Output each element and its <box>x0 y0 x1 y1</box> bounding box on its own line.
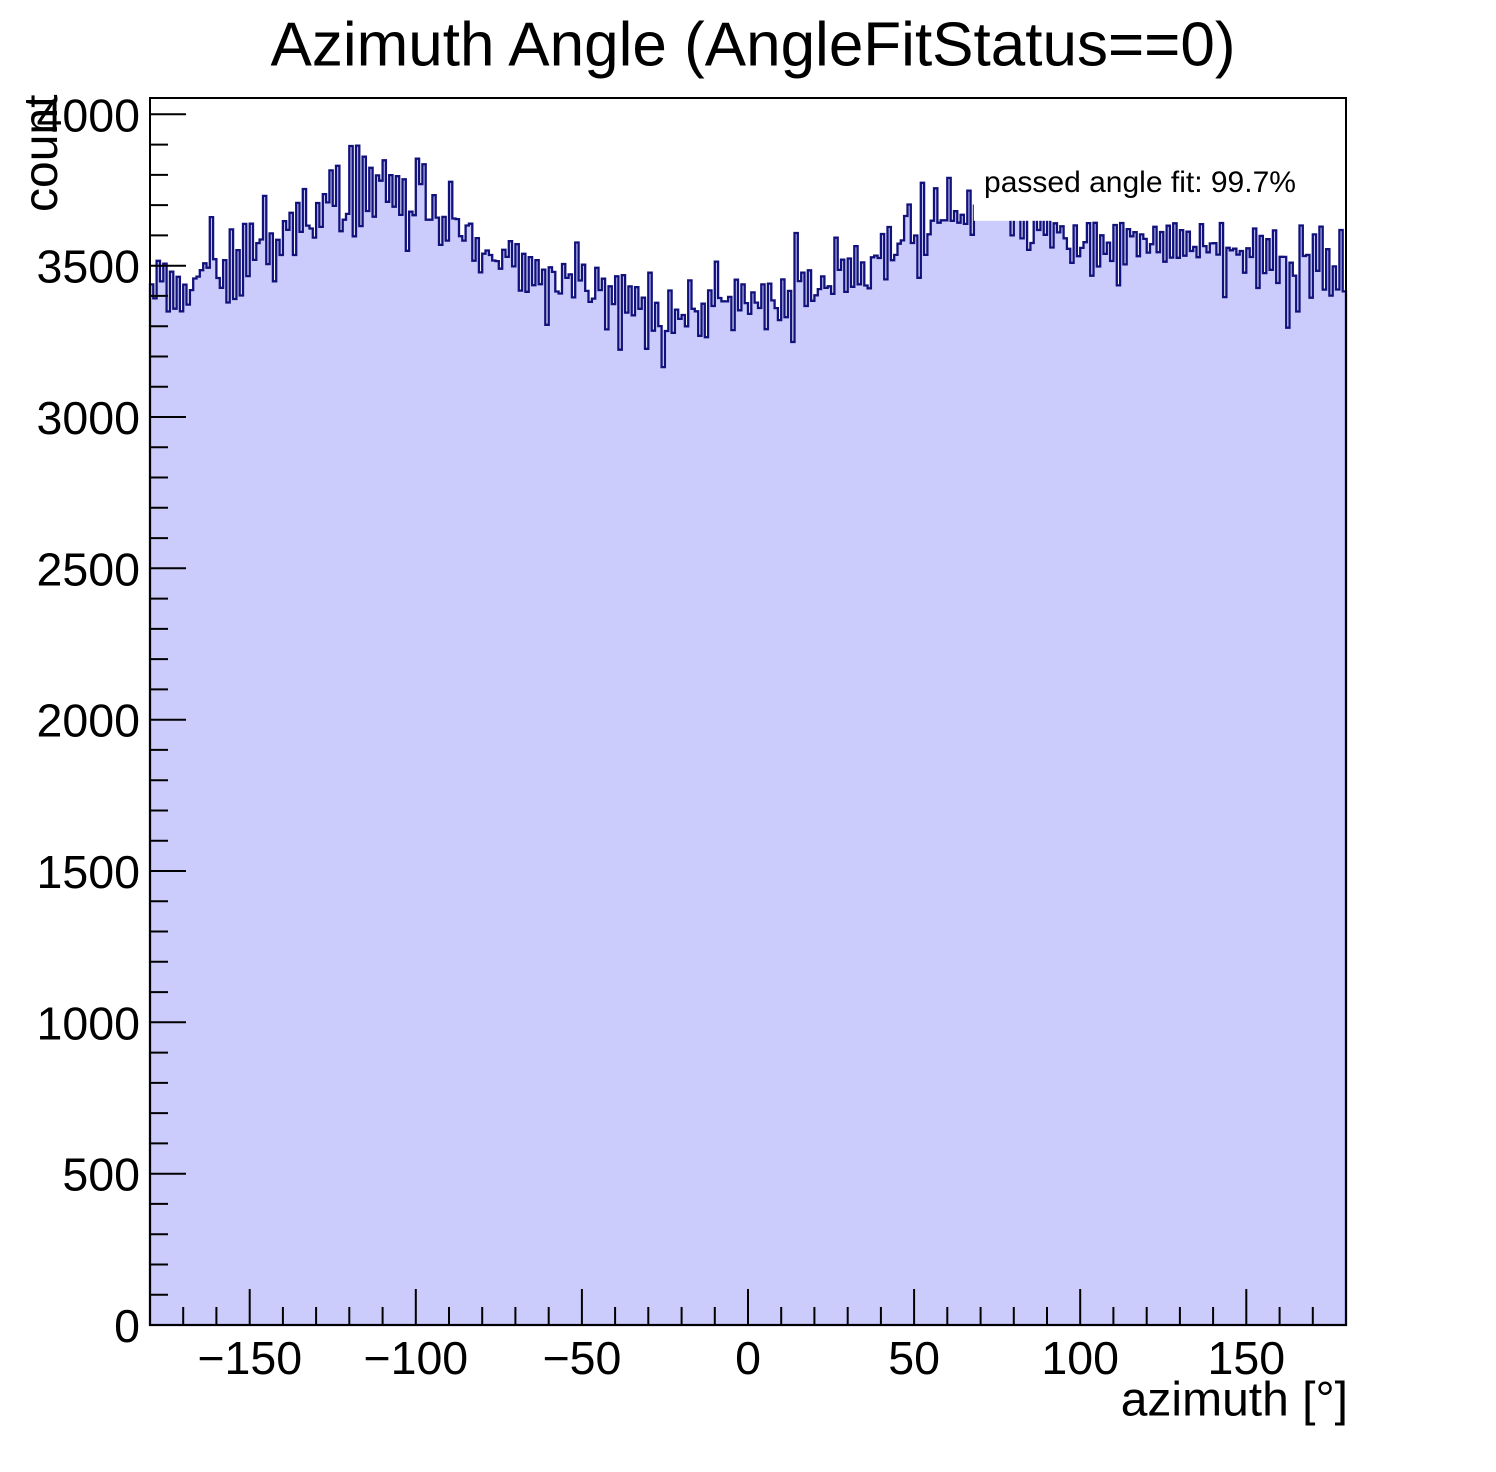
svg-text:50: 50 <box>888 1332 940 1384</box>
svg-text:count: count <box>15 95 68 212</box>
svg-text:2000: 2000 <box>37 695 140 747</box>
svg-text:azimuth [°]: azimuth [°] <box>1121 1374 1348 1427</box>
svg-text:−100: −100 <box>363 1332 468 1384</box>
svg-text:3500: 3500 <box>37 241 140 293</box>
svg-text:0: 0 <box>114 1300 140 1352</box>
svg-text:150: 150 <box>1208 1332 1286 1384</box>
svg-text:0: 0 <box>735 1332 761 1384</box>
svg-text:3000: 3000 <box>37 392 140 444</box>
svg-text:1500: 1500 <box>37 846 140 898</box>
svg-text:passed angle fit: 99.7%: passed angle fit: 99.7% <box>984 166 1296 199</box>
svg-text:−150: −150 <box>197 1332 302 1384</box>
svg-text:4000: 4000 <box>37 89 140 141</box>
svg-text:1000: 1000 <box>37 997 140 1049</box>
svg-text:2500: 2500 <box>37 543 140 595</box>
svg-text:500: 500 <box>62 1149 140 1201</box>
svg-text:100: 100 <box>1041 1332 1119 1384</box>
svg-text:Azimuth Angle (AngleFitStatus=: Azimuth Angle (AngleFitStatus==0) <box>271 11 1236 80</box>
svg-text:−50: −50 <box>542 1332 621 1384</box>
